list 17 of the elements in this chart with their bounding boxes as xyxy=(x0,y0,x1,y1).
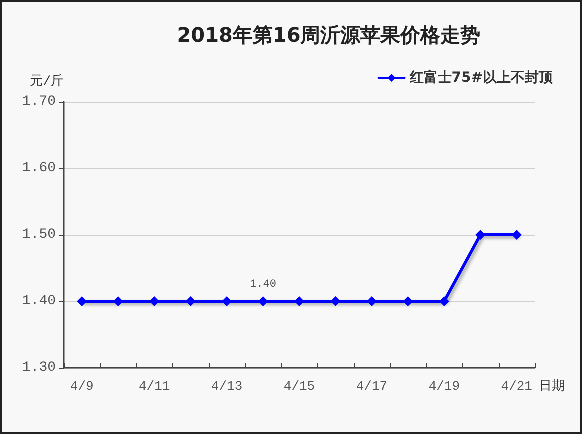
x-tick-label: 4/19 xyxy=(428,379,460,394)
x-tick-label: 4/21 xyxy=(501,379,533,394)
x-axis-title: 日期 xyxy=(539,379,565,394)
y-tick-label: 1.60 xyxy=(22,160,56,176)
x-tick-label: 4/9 xyxy=(70,379,94,394)
y-axis-title: 元/斤 xyxy=(30,74,64,89)
data-label: 1.40 xyxy=(250,279,276,291)
x-tick-label: 4/15 xyxy=(284,379,316,394)
legend-label: 红富士75#以上不封顶 xyxy=(408,69,554,86)
x-tick-label: 4/11 xyxy=(138,379,170,394)
chart-title: 2018年第16周沂源苹果价格走势 xyxy=(177,23,481,47)
y-tick-label: 1.30 xyxy=(22,360,56,376)
x-tick-label: 4/17 xyxy=(356,379,388,394)
y-tick-label: 1.50 xyxy=(22,227,56,243)
y-tick-label: 1.70 xyxy=(22,94,56,110)
y-tick-label: 1.40 xyxy=(22,294,56,310)
x-tick-label: 4/13 xyxy=(211,379,243,394)
